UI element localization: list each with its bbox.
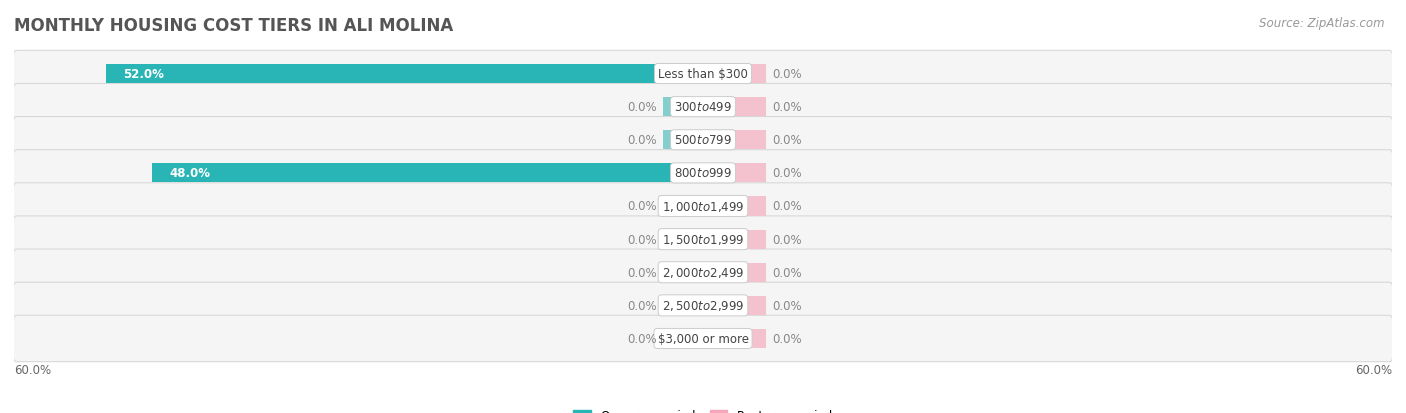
FancyBboxPatch shape (13, 249, 1393, 296)
FancyBboxPatch shape (13, 316, 1393, 362)
Bar (662, 263, 703, 282)
Text: 0.0%: 0.0% (772, 134, 801, 147)
FancyBboxPatch shape (13, 51, 1393, 97)
Text: Less than $300: Less than $300 (658, 68, 748, 81)
Bar (152, 164, 703, 183)
Bar (662, 296, 703, 315)
Bar (703, 329, 766, 348)
Text: 0.0%: 0.0% (772, 332, 801, 345)
FancyBboxPatch shape (13, 183, 1393, 230)
Text: 0.0%: 0.0% (772, 266, 801, 279)
Text: $2,500 to $2,999: $2,500 to $2,999 (662, 299, 744, 313)
Bar (703, 263, 766, 282)
Bar (703, 197, 766, 216)
Bar (703, 230, 766, 249)
FancyBboxPatch shape (13, 282, 1393, 329)
Text: 52.0%: 52.0% (124, 68, 165, 81)
Text: $1,500 to $1,999: $1,500 to $1,999 (662, 233, 744, 247)
Text: 0.0%: 0.0% (772, 233, 801, 246)
Bar (703, 296, 766, 315)
Text: 0.0%: 0.0% (772, 68, 801, 81)
Text: 0.0%: 0.0% (772, 200, 801, 213)
Text: 0.0%: 0.0% (627, 134, 657, 147)
Bar (662, 98, 703, 117)
Bar (703, 131, 766, 150)
FancyBboxPatch shape (13, 150, 1393, 197)
Text: $2,000 to $2,499: $2,000 to $2,499 (662, 266, 744, 280)
Text: $300 to $499: $300 to $499 (673, 101, 733, 114)
Text: 48.0%: 48.0% (169, 167, 209, 180)
Text: 0.0%: 0.0% (627, 332, 657, 345)
Bar (662, 329, 703, 348)
Text: 0.0%: 0.0% (627, 233, 657, 246)
Text: 0.0%: 0.0% (627, 200, 657, 213)
FancyBboxPatch shape (13, 84, 1393, 131)
Text: MONTHLY HOUSING COST TIERS IN ALI MOLINA: MONTHLY HOUSING COST TIERS IN ALI MOLINA (14, 17, 453, 35)
Text: $1,000 to $1,499: $1,000 to $1,499 (662, 199, 744, 214)
FancyBboxPatch shape (13, 216, 1393, 263)
Bar (662, 131, 703, 150)
Bar (662, 197, 703, 216)
Text: 60.0%: 60.0% (14, 363, 51, 376)
Legend: Owner-occupied, Renter-occupied: Owner-occupied, Renter-occupied (568, 404, 838, 413)
Text: 60.0%: 60.0% (1355, 363, 1392, 376)
Text: $800 to $999: $800 to $999 (673, 167, 733, 180)
FancyBboxPatch shape (13, 117, 1393, 164)
Bar (703, 98, 766, 117)
Text: 0.0%: 0.0% (627, 299, 657, 312)
Bar (662, 230, 703, 249)
Text: 0.0%: 0.0% (627, 101, 657, 114)
Bar (703, 164, 766, 183)
Text: 0.0%: 0.0% (772, 101, 801, 114)
Text: $500 to $799: $500 to $799 (673, 134, 733, 147)
Text: 0.0%: 0.0% (772, 167, 801, 180)
Text: $3,000 or more: $3,000 or more (658, 332, 748, 345)
Bar (703, 65, 766, 84)
Text: 0.0%: 0.0% (772, 299, 801, 312)
Text: 0.0%: 0.0% (627, 266, 657, 279)
Bar (105, 65, 703, 84)
Text: Source: ZipAtlas.com: Source: ZipAtlas.com (1260, 17, 1385, 29)
